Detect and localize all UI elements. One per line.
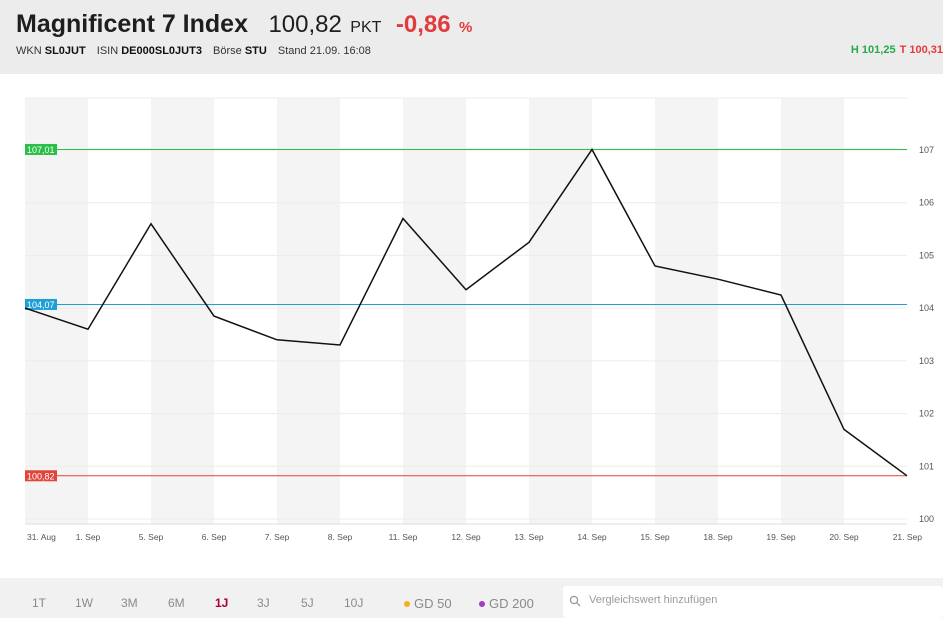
reference-label: 107,01 <box>27 145 55 155</box>
change-unit: % <box>459 19 473 36</box>
title-row: Magnificent 7 Index 100,82 PKT -0,86 % <box>16 10 472 39</box>
x-tick-label: 1. Sep <box>76 532 101 542</box>
chart-svg[interactable]: 100 101 102 103 104 105 106 107 107,01 104,07 100,… <box>0 74 943 578</box>
y-tick-label: 101 <box>919 461 934 471</box>
day-low: T 100,31 <box>899 44 943 56</box>
gd50-dot-icon <box>404 600 410 607</box>
chart-band <box>655 98 718 524</box>
range-1J-button[interactable]: 1J <box>215 596 229 610</box>
y-tick-label: 107 <box>919 145 934 155</box>
x-tick-label: 5. Sep <box>139 532 164 542</box>
search-icon <box>569 595 581 607</box>
exchange-value: STU <box>244 45 267 57</box>
x-tick-label: 21. Sep <box>893 532 923 542</box>
price-unit: PKT <box>350 19 382 36</box>
wkn-label: WKN <box>16 45 42 57</box>
stand-label: Stand <box>277 45 307 57</box>
y-tick-label: 103 <box>919 356 934 366</box>
range-3J-button[interactable]: 3J <box>257 596 270 610</box>
y-tick-label: 106 <box>919 198 934 208</box>
high-low: H 101,25 T 100,31 <box>851 44 943 56</box>
isin-label: ISIN <box>96 45 119 57</box>
reference-badge <box>25 298 57 310</box>
compare-search-input[interactable] <box>587 593 931 607</box>
range-10J-button[interactable]: 10J <box>344 596 364 610</box>
chart-band <box>151 98 214 524</box>
gd200-toggle[interactable]: GD 200 <box>479 596 534 611</box>
quote-header: Magnificent 7 Index 100,82 PKT -0,86 % W… <box>0 0 943 74</box>
range-1T-button[interactable]: 1T <box>32 596 47 610</box>
reference-label: 104,07 <box>27 300 55 310</box>
reference-badge <box>25 143 57 155</box>
chart-band <box>277 98 340 524</box>
meta-row: WKN SL0JUT ISIN DE000SL0JUT3 Börse STU S… <box>16 45 371 57</box>
price-change: -0,86 <box>395 11 451 38</box>
price-chart[interactable]: 100 101 102 103 104 105 106 107 107,01 104,07 100,… <box>0 74 943 578</box>
x-tick-label: 13. Sep <box>514 532 544 542</box>
range-5J-button[interactable]: 5J <box>301 596 314 610</box>
range-3M-button[interactable]: 3M <box>121 596 138 610</box>
x-tick-label: 19. Sep <box>766 532 796 542</box>
x-tick-label: 6. Sep <box>202 532 227 542</box>
exchange-label: Börse <box>213 45 242 57</box>
x-tick-label: 11. Sep <box>389 532 418 542</box>
price-line <box>24 148 908 477</box>
x-tick-label: 15. Sep <box>640 532 670 542</box>
chart-band <box>403 98 466 524</box>
x-tick-label: 18. Sep <box>703 532 733 542</box>
isin-value: DE000SL0JUT3 <box>121 45 202 57</box>
x-tick-label: 14. Sep <box>577 532 607 542</box>
chart-band <box>781 98 844 524</box>
y-tick-label: 104 <box>919 303 934 313</box>
gd200-label: GD 200 <box>489 596 534 611</box>
current-price: 100,82 <box>268 11 342 38</box>
gd50-toggle[interactable]: GD 50 <box>404 596 452 611</box>
x-tick-label: 7. Sep <box>265 532 290 542</box>
gd200-dot-icon <box>479 600 485 607</box>
y-tick-label: 105 <box>919 250 934 260</box>
range-6M-button[interactable]: 6M <box>168 596 185 610</box>
gd50-label: GD 50 <box>414 596 452 611</box>
reference-label: 100,82 <box>27 471 55 481</box>
y-tick-label: 102 <box>919 409 934 419</box>
chart-band <box>529 98 592 524</box>
x-tick-label: 8. Sep <box>328 532 353 542</box>
y-tick-label: 100 <box>919 514 934 524</box>
reference-badge <box>25 470 57 482</box>
compare-search[interactable] <box>563 586 943 618</box>
x-tick-label: 12. Sep <box>451 532 481 542</box>
page-title: Magnificent 7 Index <box>16 10 248 38</box>
x-tick-label: 20. Sep <box>829 532 859 542</box>
day-high: H 101,25 <box>850 44 896 56</box>
chart-toolbar: 1T 1W 3M 6M 1J 3J 5J 10J GD 50 GD 200 <box>0 578 943 618</box>
wkn-value: SL0JUT <box>44 45 86 57</box>
stand-value: 21.09. 16:08 <box>309 45 371 57</box>
x-tick-label: 31. Aug <box>27 532 56 542</box>
range-1W-button[interactable]: 1W <box>75 596 93 610</box>
